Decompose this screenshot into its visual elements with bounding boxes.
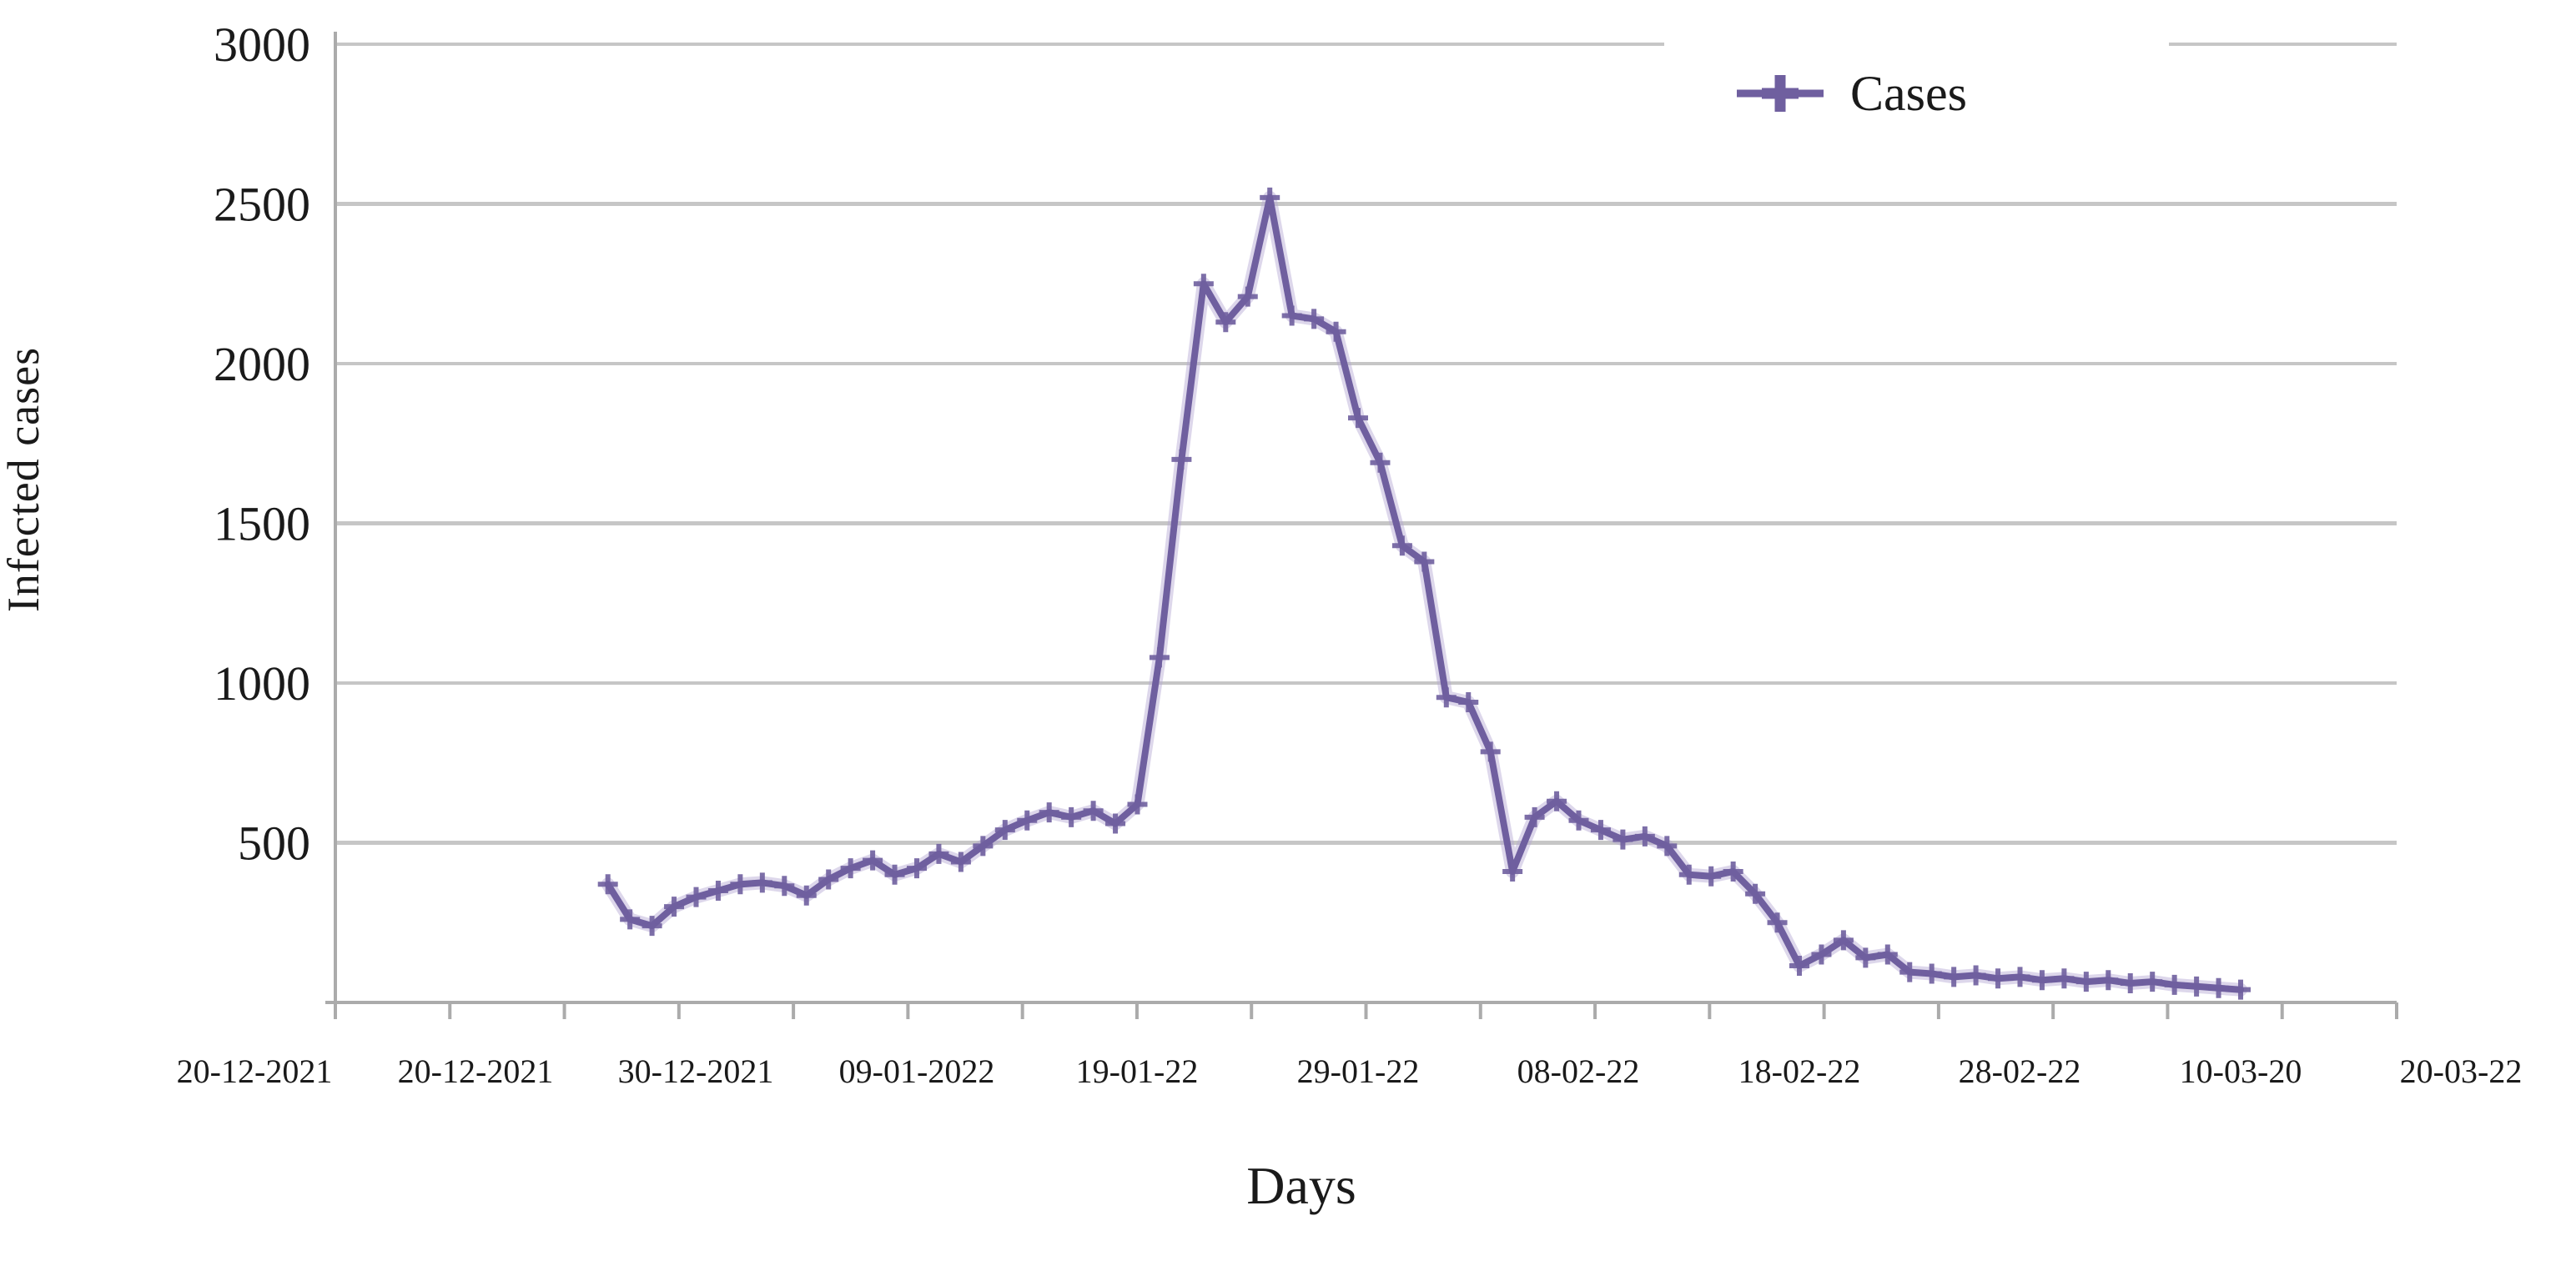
cases-point-marker [840, 858, 861, 879]
cases-point-marker [1855, 947, 1876, 968]
y-axis-title: Infected cases [0, 346, 48, 613]
cases-point-marker [863, 850, 883, 871]
y-tick-label-3000: 3000 [214, 18, 310, 72]
cases-point-marker [1215, 312, 1236, 333]
cases-point-marker [1480, 741, 1501, 762]
cases-point-marker [774, 876, 795, 897]
x-tick-label: 20-12-2021 [398, 1052, 554, 1090]
cases-point-marker [1171, 449, 1192, 470]
cases-point-marker [2075, 972, 2096, 992]
cases-point-marker [707, 880, 728, 901]
cases-point-marker [818, 869, 839, 890]
x-axis-title: Days [1246, 1156, 1356, 1215]
cases-point-marker [2010, 967, 2030, 987]
cases-point-marker [1039, 802, 1059, 823]
cases-point-marker [973, 836, 994, 857]
cases-point-marker [1678, 864, 1699, 885]
cases-point-marker [1149, 647, 1170, 668]
cases-point-marker [1657, 836, 1678, 857]
cases-point-marker [2054, 968, 2075, 989]
cases-point-marker [686, 887, 707, 907]
cases-point-marker [597, 874, 618, 895]
cases-point-marker [1965, 965, 1986, 986]
cases-point-marker [907, 858, 927, 879]
cases-point-marker [1193, 274, 1214, 294]
cases-point-marker [1391, 535, 1412, 556]
cases-point-marker [1921, 963, 1942, 984]
cases-point-marker [2120, 973, 2141, 994]
cases-point-marker [1899, 962, 1920, 982]
cases-point-marker [1017, 810, 1038, 831]
cases-point-marker [928, 843, 949, 864]
cases-point-marker [1414, 551, 1435, 572]
cases-point-marker [1701, 866, 1722, 887]
cases-point-marker [1568, 810, 1589, 831]
y-tick-label-1000: 1000 [214, 656, 310, 711]
x-tick-label: 20-03-22 [2400, 1052, 2523, 1090]
cases-point-marker [1326, 321, 1346, 342]
cases-point-marker [1877, 944, 1898, 965]
cases-point-marker [796, 885, 817, 906]
cases-point-marker [730, 874, 751, 895]
legend-plus-icon [1762, 75, 1799, 112]
cases-point-marker [2164, 974, 2185, 995]
cases-point-marker [2142, 972, 2163, 992]
cases-point-marker [1304, 309, 1325, 329]
x-tick-label: 28-02-22 [1959, 1052, 2081, 1090]
cases-point-marker [752, 872, 772, 893]
cases-point-marker [1988, 968, 2009, 989]
cases-point-marker [2031, 970, 2052, 991]
y-tick-label-1500: 1500 [214, 497, 310, 551]
cases-point-marker [1061, 806, 1082, 827]
x-tick-label: 09-01-2022 [839, 1052, 995, 1090]
cases-point-marker [1634, 826, 1655, 846]
cases-point-marker [1944, 967, 1965, 987]
cases-point-marker [1348, 408, 1368, 429]
y-tick-label-2000: 2000 [214, 337, 310, 391]
cases-point-marker [1547, 791, 1567, 811]
legend-background [1664, 22, 2169, 143]
cases-point-marker [1237, 286, 1258, 307]
x-tick-label: 19-01-22 [1076, 1052, 1199, 1090]
cases-point-marker [1524, 806, 1545, 827]
cases-point-marker [664, 897, 685, 917]
x-tick-label: 20-12-2021 [177, 1052, 333, 1090]
cases-point-marker [1105, 813, 1126, 834]
x-tick-label: 30-12-2021 [618, 1052, 774, 1090]
cases-point-marker [1260, 187, 1280, 208]
cases-point-marker [1083, 801, 1104, 821]
cases-point-marker [1436, 687, 1457, 708]
cases-point-marker [1127, 794, 1148, 815]
cases-point-marker [1281, 305, 1302, 326]
cases-point-marker [1502, 861, 1523, 882]
cases-point-marker [950, 852, 971, 872]
cases-point-marker [1767, 912, 1788, 933]
cases-point-marker [1370, 452, 1391, 473]
cases-point-marker [2208, 977, 2229, 998]
cases-point-marker [2098, 970, 2119, 991]
cases-point-marker [994, 820, 1015, 841]
cases-point-marker [1458, 691, 1479, 712]
x-tick-label: 08-02-22 [1517, 1052, 1640, 1090]
cases-point-marker [1745, 883, 1766, 904]
cases-point-marker [1590, 820, 1611, 841]
cases-point-marker [1723, 861, 1743, 882]
x-tick-label: 18-02-22 [1738, 1052, 1861, 1090]
cases-point-marker [641, 916, 662, 937]
y-tick-label-500: 500 [238, 816, 310, 871]
cases-point-marker [884, 864, 905, 885]
cases-point-marker [1613, 829, 1633, 850]
cases-point-marker [2231, 979, 2251, 1000]
cases-point-marker [620, 909, 641, 930]
cases-point-marker [2186, 976, 2207, 997]
cases-point-marker [1833, 930, 1854, 951]
y-tick-label-2500: 2500 [214, 178, 310, 232]
cases-point-marker [1789, 955, 1809, 976]
x-tick-label: 29-01-22 [1297, 1052, 1420, 1090]
cases-point-marker [1811, 944, 1832, 965]
legend-label: Cases [1850, 66, 1967, 121]
x-tick-label: 10-03-20 [2180, 1052, 2302, 1090]
